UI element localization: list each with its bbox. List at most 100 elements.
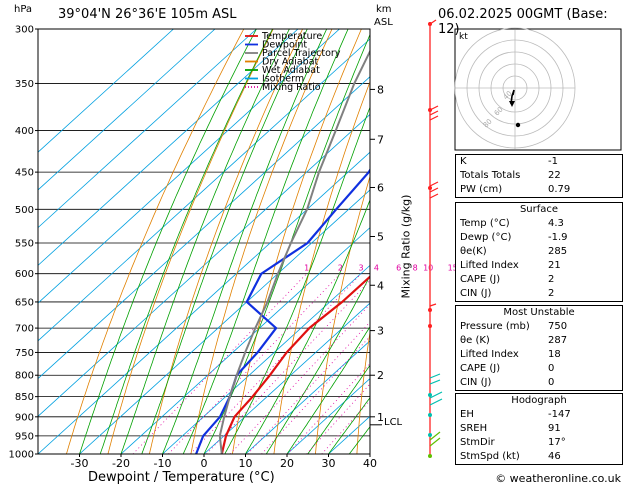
altitude-tick-label: 4 — [377, 279, 384, 292]
pressure-tick-label: 450 — [15, 168, 34, 179]
wind-barb-flag — [429, 181, 439, 187]
altitude-tick-label: 3 — [377, 325, 384, 338]
temperature-tick-label: 20 — [280, 457, 294, 470]
temperature-line — [220, 275, 370, 454]
surface-title: Surface — [519, 204, 559, 215]
lcl-label: LCL — [384, 417, 403, 428]
isotherm-line — [38, 29, 340, 304]
km-label: km — [376, 4, 392, 15]
pressure-tick-label: 1000 — [9, 450, 34, 461]
wet-adiabat-line — [162, 29, 328, 454]
wind-barb-flag — [429, 437, 441, 447]
temperature-tick-label: 30 — [322, 457, 336, 470]
mixing-ratio-line — [321, 399, 370, 454]
mixing-ratio-axis-label: Mixing Ratio (g/kg) — [399, 194, 413, 299]
dewpoint-line — [195, 167, 370, 454]
pressure-tick-label: 300 — [15, 25, 34, 36]
wet-adiabat-line — [245, 199, 370, 454]
pressure-tick-label: 700 — [15, 324, 34, 335]
temperature-tick-label: -30 — [71, 457, 89, 470]
mu-value: 750 — [548, 321, 568, 332]
wind-barb-flag — [429, 398, 443, 406]
hodo-label: EH — [460, 409, 474, 420]
hodograph-ring-label: 80 — [482, 117, 494, 129]
wind-barb-dot — [428, 186, 432, 190]
parcel-trajectory-line — [218, 49, 370, 454]
mixing-ratio-label: 4 — [374, 264, 379, 273]
surface-value: 2 — [548, 288, 555, 299]
index-label: Totals Totals — [460, 170, 521, 181]
surface-value: 21 — [548, 260, 561, 271]
mixing-ratio-label: 3 — [359, 264, 364, 273]
most-unstable-title: Most Unstable — [503, 307, 575, 318]
wet-adiabat-line — [307, 364, 370, 454]
footer-credit: © weatheronline.co.uk — [495, 472, 621, 485]
legend-label: Isotherm — [262, 74, 304, 85]
mixing-ratio-line — [190, 273, 362, 454]
hodo-value: 46 — [548, 451, 561, 462]
surface-label: Temp (°C) — [460, 218, 510, 229]
surface-value: 4.3 — [548, 218, 564, 229]
wind-barb-flag — [429, 379, 441, 385]
mu-label: CAPE (J) — [460, 363, 501, 374]
mu-label: CIN (J) — [460, 377, 492, 388]
wind-barb-flag — [429, 193, 439, 199]
mixing-ratio-line — [287, 363, 370, 454]
legend-label: Temperature — [261, 31, 322, 42]
wet-adiabat-line — [99, 29, 273, 454]
mu-label: θe (K) — [460, 335, 490, 346]
hodo-value: 91 — [548, 423, 561, 434]
wind-barb-dot — [428, 433, 432, 437]
mu-value: 287 — [548, 335, 568, 346]
pressure-tick-label: 400 — [15, 126, 34, 137]
hodo-label: SREH — [460, 423, 488, 434]
storm-motion-dot — [515, 122, 521, 128]
isotherm-line — [38, 113, 370, 417]
hodo-label: StmDir — [460, 437, 495, 448]
wind-barb-dot — [428, 393, 432, 397]
surface-value: 285 — [548, 246, 568, 257]
pressure-tick-label: 850 — [15, 392, 34, 403]
temperature-tick-label: 10 — [239, 457, 253, 470]
pressure-tick-label: 750 — [15, 348, 34, 359]
isotherm-line — [38, 38, 370, 342]
legend-label: Dry Adiabat — [262, 57, 319, 68]
asl-label: ASL — [374, 17, 393, 28]
pressure-tick-label: 500 — [15, 205, 34, 216]
hodograph-trace — [510, 89, 515, 105]
dry-adiabat-line — [66, 29, 245, 454]
pressure-tick-label: 650 — [15, 297, 34, 308]
wet-adiabat-line — [79, 29, 257, 454]
altitude-tick-label: 5 — [377, 230, 384, 243]
mixing-ratio-label: 8 — [413, 264, 418, 273]
wet-adiabat-line — [141, 29, 308, 454]
mixing-ratio-line — [168, 273, 341, 454]
mixing-ratio-line — [206, 279, 370, 454]
wind-barb-flag — [429, 110, 439, 116]
indices-panel: K -1 Totals Totals 22 PW (cm) 0.79 — [455, 154, 623, 198]
mixing-ratio-line — [229, 303, 370, 454]
dry-adiabat-line — [149, 29, 303, 454]
x-axis-label: Dewpoint / Temperature (°C) — [88, 470, 275, 485]
pressure-tick-label: 950 — [15, 431, 34, 442]
hodograph-ring-label: 60 — [493, 105, 505, 117]
isotherm-line — [120, 227, 370, 454]
wind-barb-flag — [429, 303, 437, 307]
isotherm-line — [38, 29, 174, 153]
legend-label: Parcel Trajectory — [262, 48, 341, 59]
surface-label: θe(K) — [460, 246, 487, 257]
datetime-title: 06.02.2025 00GMT (Base: 12) — [438, 7, 608, 37]
surface-label: CIN (J) — [460, 288, 492, 299]
isotherm-line — [38, 29, 216, 191]
surface-label: CAPE (J) — [460, 274, 501, 285]
mu-label: Lifted Index — [460, 349, 519, 360]
hodograph-frame — [454, 28, 622, 151]
wind-barb-flag — [429, 115, 439, 121]
legend-label: Mixing Ratio — [262, 82, 321, 93]
altitude-tick-label: 8 — [377, 83, 384, 96]
mixing-ratio-label: 1 — [304, 264, 309, 273]
altitude-tick-label: 1 — [377, 411, 384, 424]
altitude-tick-label: 7 — [377, 133, 384, 146]
isotherm-line — [38, 76, 370, 380]
dry-adiabat-line — [273, 80, 370, 454]
